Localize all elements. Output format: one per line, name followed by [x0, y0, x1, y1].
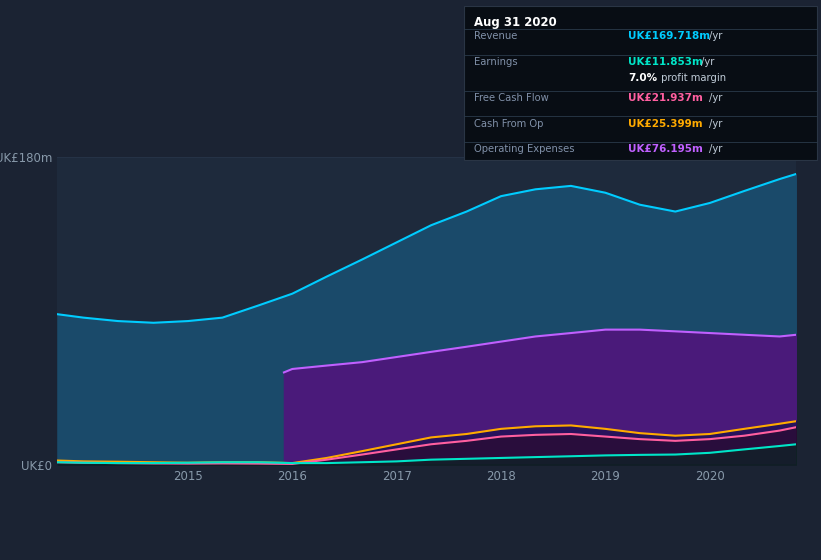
- Text: UK£76.195m: UK£76.195m: [628, 144, 703, 155]
- Text: /yr: /yr: [701, 57, 714, 67]
- Text: Cash From Op: Cash From Op: [474, 119, 544, 129]
- Text: UK£21.937m: UK£21.937m: [628, 93, 703, 103]
- Text: Operating Expenses: Operating Expenses: [474, 144, 574, 155]
- Text: Earnings: Earnings: [474, 57, 517, 67]
- Text: UK£11.853m: UK£11.853m: [628, 57, 703, 67]
- Text: Revenue: Revenue: [474, 31, 517, 41]
- Text: Aug 31 2020: Aug 31 2020: [474, 16, 557, 29]
- Text: /yr: /yr: [709, 119, 722, 129]
- Text: Free Cash Flow: Free Cash Flow: [474, 93, 548, 103]
- Text: /yr: /yr: [709, 144, 722, 155]
- Text: /yr: /yr: [709, 93, 722, 103]
- Text: 7.0%: 7.0%: [628, 73, 657, 83]
- Text: /yr: /yr: [709, 31, 722, 41]
- Text: UK£169.718m: UK£169.718m: [628, 31, 710, 41]
- Text: UK£25.399m: UK£25.399m: [628, 119, 703, 129]
- Text: profit margin: profit margin: [658, 73, 726, 83]
